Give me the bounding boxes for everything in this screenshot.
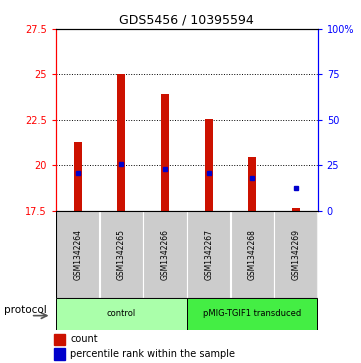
Bar — [100, 211, 143, 298]
Text: GSM1342268: GSM1342268 — [248, 229, 257, 280]
Text: GSM1342265: GSM1342265 — [117, 229, 126, 280]
Text: control: control — [107, 310, 136, 318]
Bar — [117, 73, 125, 211]
Title: GDS5456 / 10395594: GDS5456 / 10395594 — [119, 13, 254, 26]
Bar — [143, 211, 187, 298]
Text: count: count — [70, 334, 98, 344]
Bar — [74, 142, 82, 211]
Bar — [54, 334, 65, 345]
Text: protocol: protocol — [4, 305, 46, 315]
Text: pMIG-TGIF1 transduced: pMIG-TGIF1 transduced — [203, 310, 301, 318]
Bar — [205, 119, 213, 211]
Text: GSM1342264: GSM1342264 — [73, 229, 82, 280]
Text: percentile rank within the sample: percentile rank within the sample — [70, 349, 235, 359]
Bar — [187, 298, 317, 330]
Text: GSM1342269: GSM1342269 — [291, 229, 300, 280]
Bar — [56, 298, 187, 330]
Bar — [274, 211, 317, 298]
Bar — [292, 208, 300, 211]
Bar — [248, 157, 256, 211]
Text: GSM1342266: GSM1342266 — [161, 229, 170, 280]
Text: GSM1342267: GSM1342267 — [204, 229, 213, 280]
Bar — [54, 348, 65, 360]
Bar — [56, 211, 99, 298]
Bar — [187, 211, 230, 298]
Bar — [161, 94, 169, 211]
Bar — [231, 211, 274, 298]
